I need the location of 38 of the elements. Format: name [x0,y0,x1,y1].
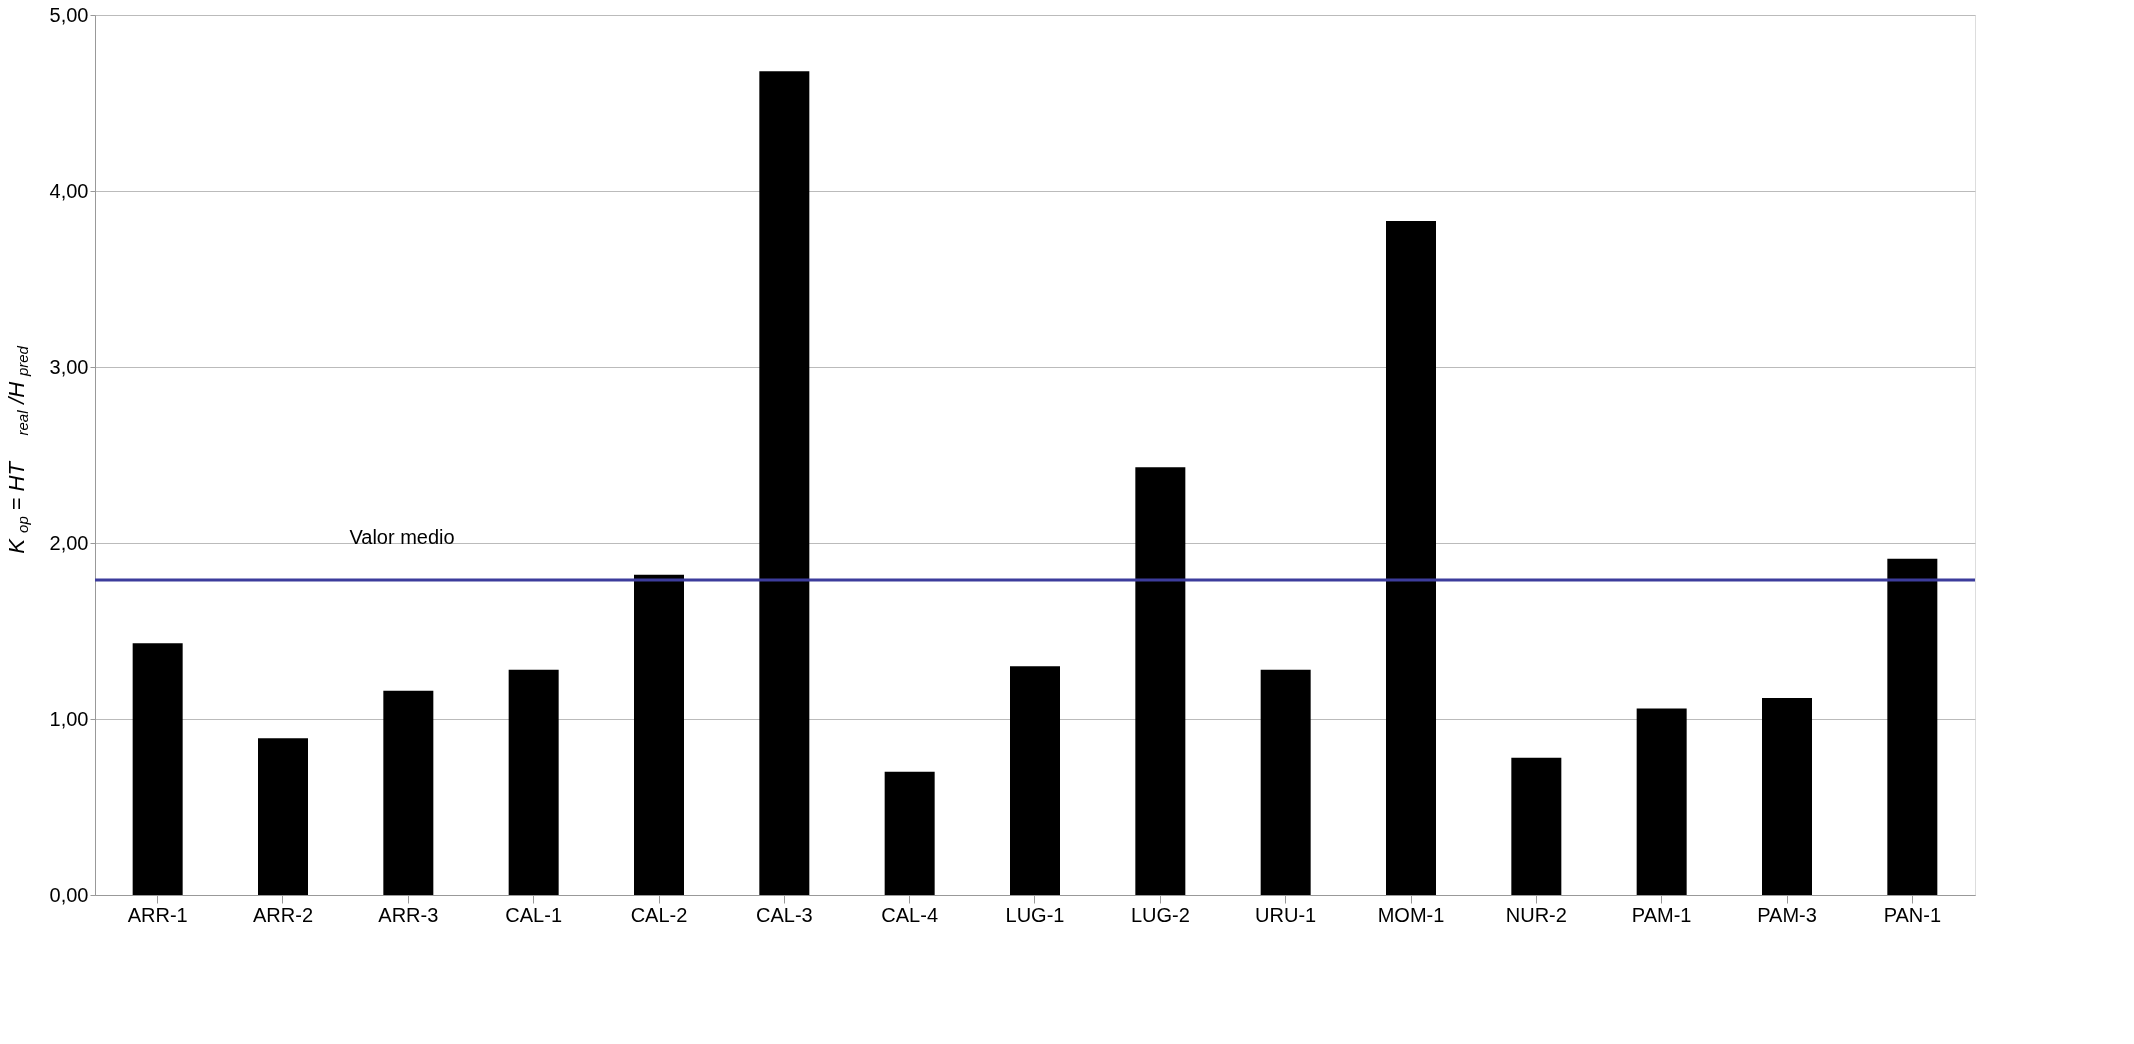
bar [132,643,183,895]
x-tick-label: CAL-3 [755,903,813,926]
x-tick-label: ARR-1 [127,903,188,926]
x-tick-label: PAN-1 [1883,903,1942,926]
bar [1386,220,1436,895]
x-tick-label: URU-1 [1255,903,1317,926]
bar [1762,697,1812,895]
bar [1636,708,1687,895]
x-tick-label: ARR-3 [378,903,439,926]
bar [884,771,935,895]
bar [1260,669,1311,895]
y-tick-label: 1,00 [49,707,89,730]
y-tick-label: 5,00 [49,3,89,26]
y-tick-label: 3,00 [49,355,89,378]
x-tick-label: ARR-2 [252,903,314,926]
y-tick-label: 0,00 [49,883,89,906]
bar [383,690,434,895]
bar [1887,558,1938,895]
bar [1511,757,1562,895]
x-tick-label: PAM-1 [1631,903,1692,926]
x-tick-label: CAL-2 [630,903,688,926]
bar [634,574,684,895]
x-tick-label: MOM-1 [1377,903,1445,926]
x-tick-label: NUR-2 [1505,903,1567,926]
ref-line-label: Valor medio [349,525,455,548]
bar [1135,467,1186,895]
text: Kop = HTreal/Hpred [4,346,31,554]
x-tick-label: LUG-2 [1130,903,1190,926]
x-tick-label: CAL-4 [881,903,939,926]
bar [759,71,810,895]
bar [508,669,559,895]
bar [258,738,308,895]
bar [1010,666,1060,895]
x-tick-label: CAL-1 [505,903,563,926]
y-tick-label: 4,00 [49,179,89,202]
x-tick-label: PAM-3 [1757,903,1817,926]
y-tick-label: 2,00 [49,531,89,554]
x-tick-label: LUG-1 [1005,903,1065,926]
